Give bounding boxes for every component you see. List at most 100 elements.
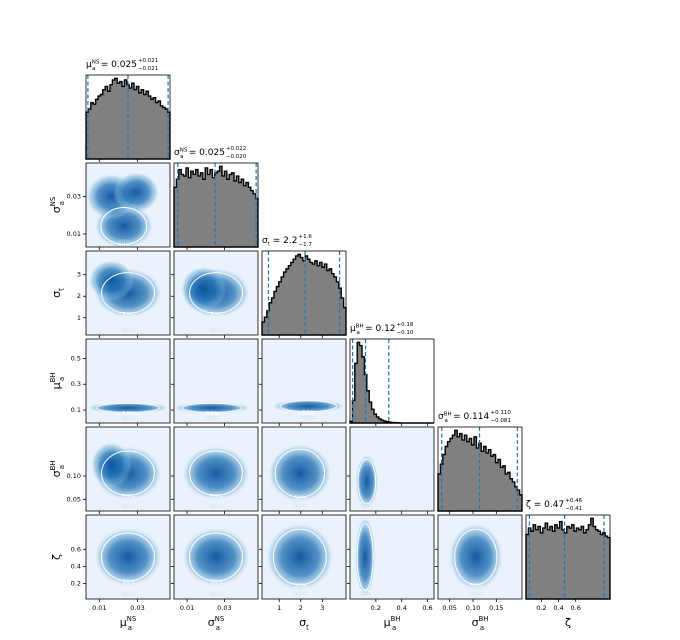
panel-frame <box>261 250 347 336</box>
contour-label: 50% <box>470 583 484 590</box>
density-panel-sigma_ns-zeta: 50% 90% 0.01 0.03 σNS a <box>171 514 259 632</box>
contour-label-outer: 90% <box>210 591 224 598</box>
x-tick-label-mu_bh: 0.2 <box>371 604 381 612</box>
contour-label: 50% <box>122 493 136 500</box>
y-axis-label-zeta: ζ <box>50 554 63 560</box>
panel-frame <box>261 514 347 600</box>
density-blob <box>271 399 345 414</box>
panel-frame <box>349 338 435 424</box>
x-axis-label-sigma_ns: σNS a <box>208 615 224 632</box>
x-axis-label-zeta: ζ <box>565 616 571 629</box>
x-tick-label-mu_bh: 0.4 <box>397 604 407 612</box>
histogram-sigma_ns <box>173 165 259 248</box>
contour-50 <box>279 400 337 413</box>
density-blob <box>90 442 132 488</box>
x-tick-label-zeta: 0.4 <box>553 604 563 612</box>
panel-frame <box>261 426 347 512</box>
density-blob <box>87 402 169 414</box>
density-panel-mu_bh-sigma_bh: 50%90% <box>347 426 435 514</box>
density-blob <box>354 516 376 598</box>
contour-label-outer: 90% <box>210 327 224 334</box>
y-axis-label-sigma_t: σt <box>50 288 65 298</box>
hist-panel-mu_bh: μBH a = 0.12 +0.18 −0.10 <box>349 322 435 426</box>
contour-label-outer: 90% <box>122 503 136 510</box>
y-tick-label-mu_bh: 0.5 <box>71 354 81 362</box>
histogram-sigma_t <box>261 253 347 336</box>
title-plus-sigma_t: +1.6 <box>298 234 312 240</box>
contour-50 <box>101 532 155 582</box>
y-tick-label-zeta: 0.6 <box>71 545 81 553</box>
title-plus-zeta: +0.46 <box>565 498 582 504</box>
contour-label: 50% <box>302 410 316 417</box>
panel-frame <box>85 426 171 512</box>
contour-label: 50% <box>118 242 132 249</box>
x-tick-label-sigma_t: 3 <box>320 604 324 612</box>
density-blob <box>448 522 504 592</box>
title-sigma_ns: σNS a = 0.025 <box>174 148 225 161</box>
title-minus-sigma_bh: −0.081 <box>491 418 511 424</box>
density-blob <box>268 443 332 503</box>
density-blob <box>181 527 251 587</box>
contour-50 <box>274 448 325 498</box>
panel-frame <box>173 426 259 512</box>
contour-label: 50% <box>294 495 308 502</box>
panel-frame <box>85 74 171 160</box>
title-plus-mu_bh: +0.18 <box>397 322 414 328</box>
density-panel-mu_ns-sigma_t: 50% 90% 1 2 3 σt <box>50 250 171 338</box>
title-mu_ns: μNS a = 0.025 <box>86 60 137 73</box>
density-panel-sigma_ns-sigma_bh: 50%90% <box>171 426 259 514</box>
y-axis-label-sigma_bh: σBHa <box>49 461 66 478</box>
contour-label-outer: 90% <box>294 591 308 598</box>
hist-panel-sigma_ns: σNS a = 0.025 +0.022 −0.020 <box>173 146 259 250</box>
panel-frame <box>173 162 259 248</box>
density-blob <box>88 259 134 301</box>
contour-label-outer: 90% <box>302 415 316 422</box>
svg-text:ζ: ζ <box>50 554 63 560</box>
y-tick-label-sigma_t: 3 <box>77 271 81 279</box>
density-panel-sigma_t-sigma_bh: 50%90% <box>259 426 347 514</box>
contour-label: 50% <box>210 311 224 318</box>
contour-50 <box>101 272 155 314</box>
panel-frame <box>437 514 523 600</box>
y-tick-label-sigma_bh: 0.05 <box>67 495 81 503</box>
x-axis-label-sigma_bh: σBH a <box>472 615 489 632</box>
contour-50 <box>189 450 243 496</box>
x-tick-label-sigma_bh: 0.15 <box>489 604 503 612</box>
title-minus-sigma_ns: −0.020 <box>226 154 247 160</box>
hist-panel-sigma_bh: σBH a = 0.114 +0.110 −0.081 <box>437 410 523 514</box>
contour-label: 50% <box>294 583 308 590</box>
panel-frame <box>525 514 611 600</box>
density-panel-sigma_t-zeta: 50%90% 1 2 3 σt <box>259 514 347 631</box>
x-tick-label-mu_ns: 0.03 <box>130 604 144 612</box>
x-axis-label-mu_bh: μBH a <box>384 615 401 632</box>
svg-text:σNSa: σNSa <box>49 197 66 213</box>
x-tick-label-sigma_bh: 0.05 <box>442 604 456 612</box>
title-minus-mu_bh: −0.10 <box>397 330 414 336</box>
density-blob <box>181 445 251 501</box>
histogram-mu_bh <box>349 341 434 424</box>
contour-50 <box>356 523 374 591</box>
x-tick-label-sigma_t: 1 <box>277 604 281 612</box>
density-blob <box>93 527 163 587</box>
histogram-zeta <box>525 517 611 600</box>
title-minus-zeta: −0.41 <box>565 506 582 512</box>
density-panel-mu_ns-zeta: 50% 90% 0.01 0.03 μNS a 0.2 0.4 0.6 ζ <box>50 514 171 632</box>
density-blob <box>265 522 334 592</box>
panel-frame <box>85 514 171 600</box>
panel-frame <box>85 338 171 424</box>
contour-label-outer: 90% <box>470 591 484 598</box>
panel-frame <box>437 426 523 512</box>
contour-label-outer: 90% <box>210 503 224 510</box>
density-panel-sigma_ns-sigma_t: 50% 90% <box>171 250 259 338</box>
contour-label: 50% <box>122 411 136 418</box>
contour-50 <box>100 207 148 245</box>
contour-label: 50% <box>359 588 373 595</box>
contour-label-outer: 90% <box>294 503 308 510</box>
title-minus-mu_ns: −0.021 <box>138 66 158 72</box>
title-plus-sigma_ns: +0.022 <box>226 146 246 152</box>
y-tick-label-sigma_t: 1 <box>77 314 81 322</box>
x-tick-label-mu_ns: 0.01 <box>92 604 106 612</box>
hist-panel-sigma_t: σt = 2.2 +1.6 −1.7 <box>261 234 347 338</box>
contour-label: 50% <box>361 502 375 509</box>
